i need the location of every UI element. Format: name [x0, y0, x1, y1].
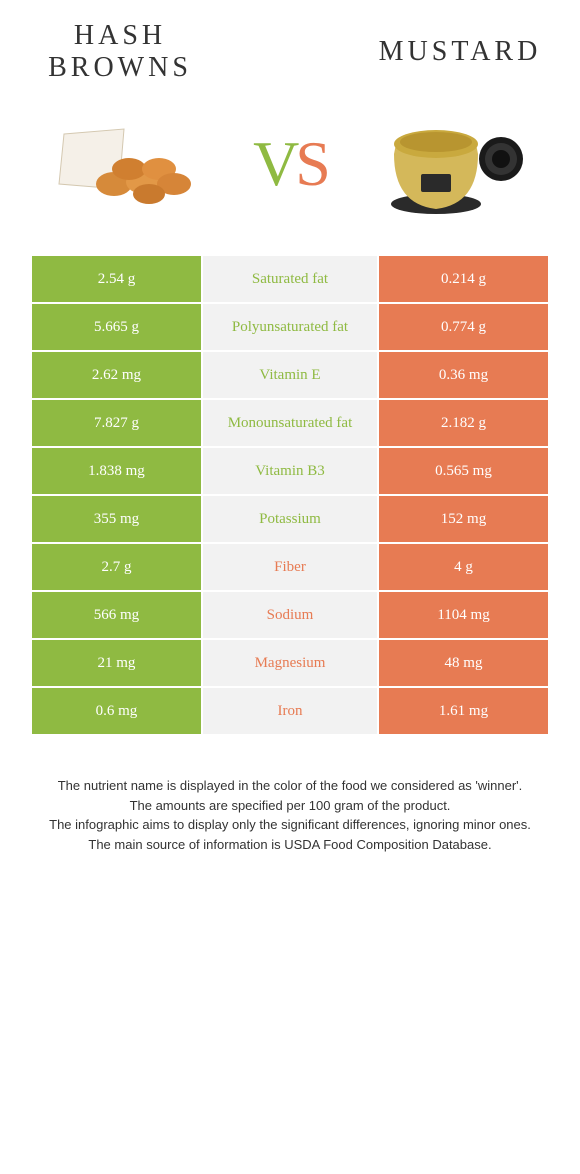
images-row: VS — [0, 94, 580, 254]
value-left: 1.838 mg — [32, 448, 201, 494]
value-right: 0.565 mg — [379, 448, 548, 494]
value-left: 2.62 mg — [32, 352, 201, 398]
comparison-table-wrap: 2.54 gSaturated fat0.214 g5.665 gPolyuns… — [0, 254, 580, 736]
value-left: 0.6 mg — [32, 688, 201, 734]
value-left: 5.665 g — [32, 304, 201, 350]
comparison-table: 2.54 gSaturated fat0.214 g5.665 gPolyuns… — [30, 254, 550, 736]
food2-title: Mustard — [370, 36, 550, 68]
table-body: 2.54 gSaturated fat0.214 g5.665 gPolyuns… — [32, 256, 548, 734]
value-right: 0.214 g — [379, 256, 548, 302]
header-row: Hash browns Mustard — [0, 0, 580, 94]
table-row: 2.7 gFiber4 g — [32, 544, 548, 590]
table-row: 1.838 mgVitamin B30.565 mg — [32, 448, 548, 494]
value-left: 7.827 g — [32, 400, 201, 446]
footer-line-4: The main source of information is USDA F… — [30, 835, 550, 855]
nutrient-label: Vitamin B3 — [203, 448, 377, 494]
value-right: 152 mg — [379, 496, 548, 542]
nutrient-label: Potassium — [203, 496, 377, 542]
table-row: 7.827 gMonounsaturated fat2.182 g — [32, 400, 548, 446]
footer-line-3: The infographic aims to display only the… — [30, 815, 550, 835]
nutrient-label: Fiber — [203, 544, 377, 590]
value-right: 1.61 mg — [379, 688, 548, 734]
nutrient-label: Iron — [203, 688, 377, 734]
footer-notes: The nutrient name is displayed in the co… — [0, 736, 580, 884]
footer-line-2: The amounts are specified per 100 gram o… — [30, 796, 550, 816]
table-row: 2.62 mgVitamin E0.36 mg — [32, 352, 548, 398]
table-row: 2.54 gSaturated fat0.214 g — [32, 256, 548, 302]
value-right: 1104 mg — [379, 592, 548, 638]
value-right: 48 mg — [379, 640, 548, 686]
food1-title: Hash browns — [30, 20, 210, 84]
vs-label: VS — [253, 127, 327, 201]
food2-image — [376, 104, 526, 224]
value-right: 0.774 g — [379, 304, 548, 350]
value-right: 2.182 g — [379, 400, 548, 446]
food1-image — [54, 104, 204, 224]
nutrient-label: Monounsaturated fat — [203, 400, 377, 446]
nutrient-label: Saturated fat — [203, 256, 377, 302]
nutrient-label: Polyunsaturated fat — [203, 304, 377, 350]
vs-v-letter: V — [253, 128, 295, 199]
value-left: 2.7 g — [32, 544, 201, 590]
value-left: 355 mg — [32, 496, 201, 542]
nutrient-label: Vitamin E — [203, 352, 377, 398]
nutrient-label: Sodium — [203, 592, 377, 638]
infographic-container: Hash browns Mustard VS — [0, 0, 580, 884]
vs-s-letter: S — [295, 128, 327, 199]
table-row: 566 mgSodium1104 mg — [32, 592, 548, 638]
value-left: 21 mg — [32, 640, 201, 686]
table-row: 21 mgMagnesium48 mg — [32, 640, 548, 686]
value-left: 2.54 g — [32, 256, 201, 302]
value-right: 4 g — [379, 544, 548, 590]
table-row: 5.665 gPolyunsaturated fat0.774 g — [32, 304, 548, 350]
nutrient-label: Magnesium — [203, 640, 377, 686]
footer-line-1: The nutrient name is displayed in the co… — [30, 776, 550, 796]
value-right: 0.36 mg — [379, 352, 548, 398]
value-left: 566 mg — [32, 592, 201, 638]
table-row: 355 mgPotassium152 mg — [32, 496, 548, 542]
table-row: 0.6 mgIron1.61 mg — [32, 688, 548, 734]
